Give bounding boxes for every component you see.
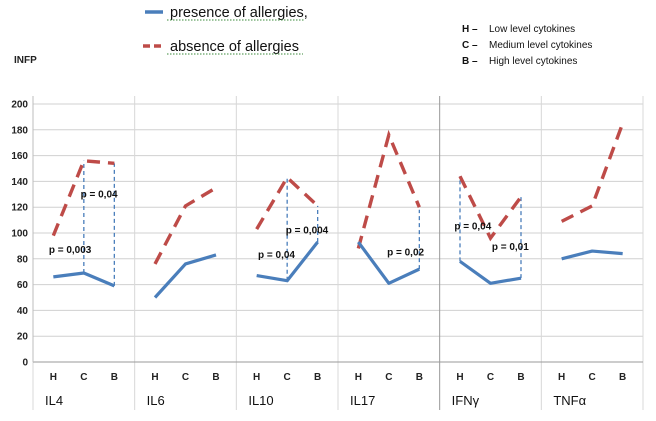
series-absence-IFNγ (458, 175, 523, 242)
legend-label-absence: absence of allergies (170, 39, 299, 55)
y-tick-label: 20 (17, 332, 29, 343)
level-tick-B: B (517, 372, 524, 383)
p-value-label: p = 0,02 (387, 247, 424, 258)
y-axis-label: INFP (14, 55, 37, 66)
legend-label-presence: presence of allergies, (170, 5, 308, 21)
key-letter: B – (462, 56, 478, 67)
series-presence-IL17 (357, 241, 421, 285)
key-text: High level cytokines (489, 56, 577, 67)
label-layer: p = 0,003 p = 0,04 p = 0,04 p = 0,004 p = 0,… (49, 189, 529, 261)
series-presence-IL6 (153, 253, 217, 299)
y-tick-label: 120 (11, 203, 28, 214)
key-text: Medium level cytokines (489, 40, 592, 51)
y-tick-label: 80 (17, 254, 29, 265)
series-absence-IL10 (255, 174, 319, 230)
level-tick-C: C (80, 372, 87, 383)
y-tick-label: 60 (17, 280, 29, 291)
y-tick-label: 200 (11, 100, 28, 111)
level-tick-C: C (487, 372, 494, 383)
p-value-label: p = 0,04 (258, 250, 295, 261)
y-tick-label: 0 (22, 358, 28, 369)
key-letter: H – (462, 24, 478, 35)
axis-layer: 0 20 40 60 80 100 120 140 160 180 200 INFP H C B IL4 H C B… (11, 55, 643, 408)
category-label: IL17 (350, 393, 375, 408)
series-absence-TNFα (560, 122, 625, 223)
series-absence-IL6 (153, 186, 217, 265)
series-absence-IL4 (51, 158, 115, 237)
level-tick-B: B (314, 372, 321, 383)
level-tick-B: B (111, 372, 118, 383)
level-tick-B: B (212, 372, 219, 383)
guide-layer (83, 160, 522, 286)
p-value-label: p = 0,04 (454, 222, 491, 233)
level-tick-H: H (558, 372, 565, 383)
category-label: TNFα (553, 393, 586, 408)
level-tick-C: C (284, 372, 291, 383)
level-tick-B: B (416, 372, 423, 383)
key-text: Low level cytokines (489, 24, 575, 35)
level-tick-C: C (589, 372, 596, 383)
level-tick-B: B (619, 372, 626, 383)
level-tick-H: H (50, 372, 57, 383)
p-value-label: p = 0,004 (286, 225, 329, 236)
series-presence-IFNγ (459, 260, 522, 285)
series-absence-IL17 (356, 129, 421, 249)
level-tick-H: H (253, 372, 260, 383)
category-label: IL6 (147, 393, 165, 408)
level-tick-H: H (355, 372, 362, 383)
level-tick-C: C (385, 372, 392, 383)
series-presence-TNFα (561, 249, 623, 261)
p-value-label: p = 0,003 (49, 245, 92, 256)
level-tick-C: C (182, 372, 189, 383)
key-letter: C – (462, 40, 478, 51)
y-tick-label: 160 (11, 151, 28, 162)
series-presence-IL10 (256, 241, 319, 283)
y-tick-label: 140 (11, 177, 28, 188)
category-label: IL4 (45, 393, 63, 408)
level-tick-H: H (151, 372, 158, 383)
series-layer (51, 122, 625, 299)
p-value-label: p = 0,04 (81, 189, 118, 200)
category-label: IL10 (248, 393, 273, 408)
y-tick-label: 180 (11, 125, 28, 136)
grid-layer (32, 96, 644, 410)
y-tick-label: 40 (17, 306, 29, 317)
level-tick-H: H (456, 372, 463, 383)
p-value-label: p = 0,01 (492, 242, 529, 253)
y-tick-label: 100 (11, 229, 28, 240)
series-presence-IL4 (53, 271, 115, 288)
legend: presence of allergies, absence of allergi… (143, 5, 592, 67)
category-label: IFNγ (452, 393, 480, 408)
